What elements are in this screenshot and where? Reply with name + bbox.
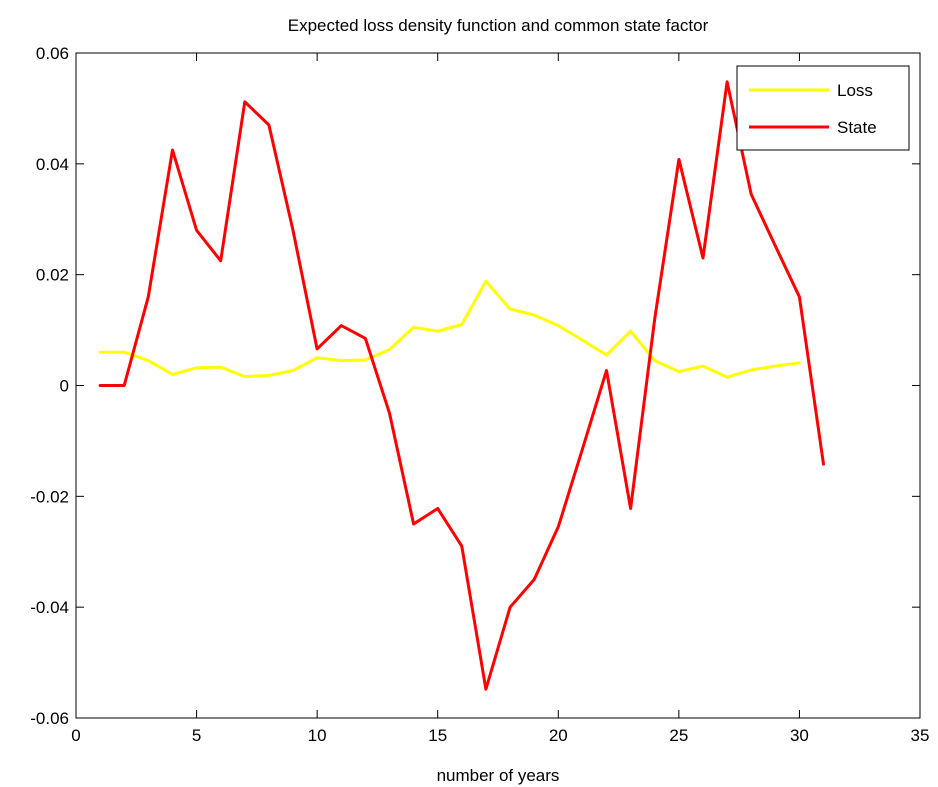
legend-label-loss: Loss xyxy=(837,81,873,100)
y-tick-label: 0.06 xyxy=(36,44,69,63)
y-axis: -0.06 -0.04 -0.02 0 0.02 0.04 0.06 xyxy=(30,44,920,728)
x-tick-label: 10 xyxy=(308,726,327,745)
series-line-state xyxy=(98,80,825,691)
x-axis: 0 5 10 15 20 25 30 35 xyxy=(71,53,929,745)
x-tick-label: 25 xyxy=(669,726,688,745)
x-tick-label: 35 xyxy=(911,726,930,745)
x-tick-label: 5 xyxy=(192,726,201,745)
x-tick-label: 20 xyxy=(549,726,568,745)
series-lines xyxy=(98,80,825,691)
x-tick-label: 15 xyxy=(428,726,447,745)
y-tick-label: -0.02 xyxy=(30,487,69,506)
y-tick-label: 0.04 xyxy=(36,155,69,174)
chart-title: Expected loss density function and commo… xyxy=(288,16,709,35)
y-tick-label: -0.06 xyxy=(30,709,69,728)
x-tick-label: 0 xyxy=(71,726,80,745)
legend: Loss State xyxy=(736,65,910,151)
y-tick-label: 0.02 xyxy=(36,266,69,285)
series-line-loss xyxy=(98,279,801,379)
legend-box xyxy=(736,65,910,151)
x-tick-label: 30 xyxy=(790,726,809,745)
y-tick-label: 0 xyxy=(60,377,69,396)
x-axis-label: number of years xyxy=(437,766,560,785)
legend-label-state: State xyxy=(837,118,877,137)
y-tick-label: -0.04 xyxy=(30,598,69,617)
